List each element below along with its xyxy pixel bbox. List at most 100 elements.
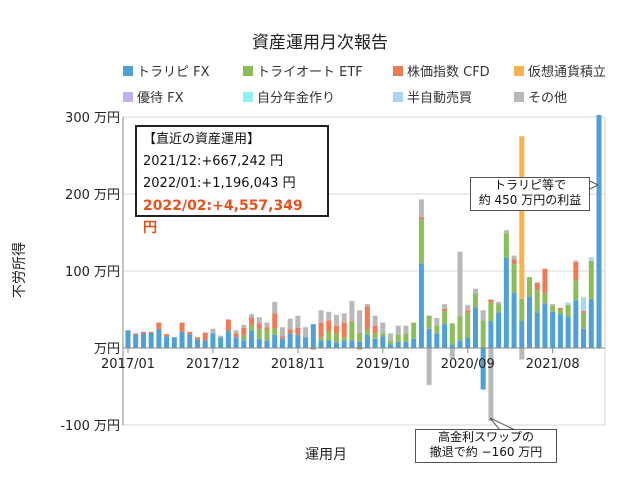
bar-segment [565, 304, 571, 317]
bar-segment [496, 304, 502, 313]
bar-segment [449, 323, 455, 345]
bar-segment [488, 302, 494, 322]
gridlines: -100 万円 万円 100 万円 200 万円 300 万円 [60, 111, 606, 434]
bar-segment [303, 327, 309, 338]
bar-segment [357, 310, 363, 333]
bar-segment [349, 340, 355, 348]
y-tick-label: 万円 [94, 342, 120, 357]
legend-swatch [393, 92, 403, 102]
bar-segment [434, 333, 440, 348]
bar-segment [457, 316, 463, 341]
bar-segment [272, 334, 278, 348]
bar-segment [333, 333, 339, 343]
bar-segment [449, 348, 455, 359]
bar-segment [187, 334, 193, 348]
bar-segment [581, 297, 587, 312]
bar-segment [534, 312, 540, 348]
bar-segment [557, 309, 563, 315]
bar-segment [164, 336, 170, 348]
bar-segment [272, 327, 278, 335]
bar-segment [287, 333, 293, 348]
legend-swatch [514, 92, 524, 102]
bar-segment [588, 299, 594, 348]
bar-segment [503, 230, 509, 234]
callout-loss: 高金利スワップの 撤退で約 −160 万円 [415, 429, 557, 463]
bar-segment [140, 331, 146, 334]
legend-swatch [123, 66, 133, 76]
bar-segment [349, 301, 355, 322]
bar-segment [333, 314, 339, 326]
bar-segment [318, 337, 324, 341]
bar-segment [457, 340, 463, 348]
bar-segment [573, 261, 579, 281]
bar-segment [411, 338, 417, 348]
bar-segment [480, 348, 486, 390]
y-tick-label: 300 万円 [65, 111, 120, 126]
bar-segment [519, 321, 525, 348]
bar-segment [202, 340, 208, 348]
legend-label: 半自動売買 [407, 90, 472, 106]
callout-text: 高金利スワップの [437, 430, 534, 444]
bar-segment [557, 314, 563, 348]
bar-segment [534, 290, 540, 313]
x-tick-label: 2017/01 [101, 357, 155, 372]
bar-segment [264, 329, 270, 341]
bar-segment [279, 338, 285, 348]
y-tick-label: 200 万円 [65, 188, 120, 203]
bar-segment [557, 307, 563, 310]
bar-segment [357, 341, 363, 348]
bar-segment [171, 337, 177, 348]
bar-segment [326, 331, 332, 341]
bar-segment [249, 330, 255, 348]
bar-segment [596, 115, 602, 348]
bar-segment [511, 292, 517, 348]
bar-segment [550, 304, 556, 306]
bar-segment [480, 310, 486, 321]
bar-segment [364, 306, 370, 330]
bar-segment [372, 333, 378, 339]
bar-segment [349, 321, 355, 341]
bar-segment [341, 322, 347, 338]
bar-segment [225, 331, 231, 348]
bar-segment [418, 199, 424, 218]
callout-text: トラリピ等で [493, 178, 566, 192]
bar-segment [372, 325, 378, 334]
x-tick-label: 2017/12 [186, 357, 240, 372]
bar-segment [218, 337, 224, 348]
bar-segment [202, 332, 208, 341]
bar-segment [364, 334, 370, 348]
x-axis-label: 運用月 [305, 447, 347, 463]
bar-segment [388, 344, 394, 348]
bar-segment [225, 319, 231, 332]
bar-segment [264, 327, 270, 330]
bar-segment [210, 333, 216, 348]
bar-segment [233, 337, 239, 348]
bar-segment [249, 317, 255, 325]
info-highlight: 2022/02:+4,557,349 円 [143, 198, 303, 236]
bar-segment [426, 328, 432, 348]
bar-segment [418, 263, 424, 348]
bar-segment [133, 334, 139, 348]
bar-segment [249, 324, 255, 331]
bar-segment [279, 327, 285, 337]
y-tick-label: -100 万円 [60, 419, 120, 434]
bar-segment [442, 311, 448, 325]
bar-segment [496, 312, 502, 348]
bar-segment [295, 315, 301, 328]
bar-segment [380, 333, 386, 337]
bar-segment [449, 344, 455, 348]
bar-segment [310, 348, 316, 350]
callout-text: 撤退で約 −160 万円 [429, 445, 543, 459]
bar-segment [581, 328, 587, 348]
bar-segment [326, 340, 332, 348]
bar-segment [426, 315, 432, 329]
bar-segment [194, 339, 200, 348]
bar-segment [341, 313, 347, 323]
bar-segment [395, 341, 401, 348]
info-line: 2022/01:+1,196,043 円 [143, 176, 296, 191]
bar-segment [341, 340, 347, 348]
bar-segment [341, 337, 347, 341]
bar-segment [333, 342, 339, 348]
bar-segment [488, 321, 494, 348]
